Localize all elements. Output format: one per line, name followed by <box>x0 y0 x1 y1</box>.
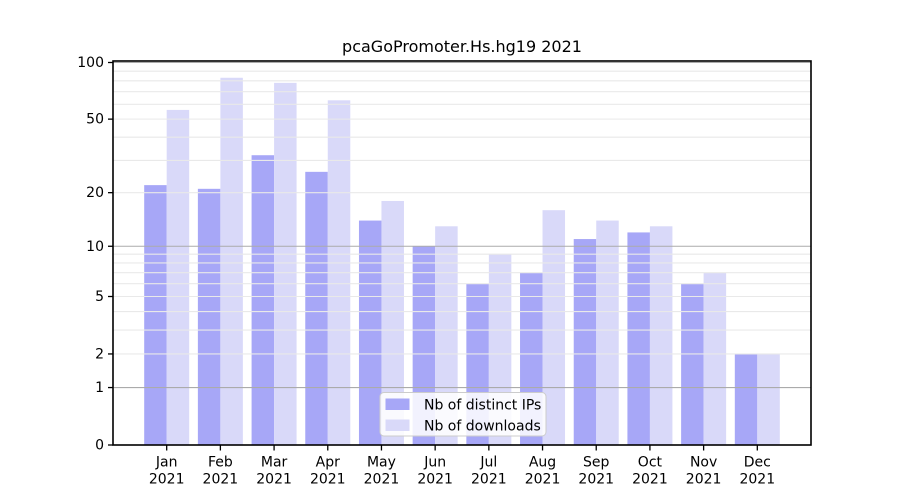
ticks-layer <box>108 61 758 451</box>
plot-border <box>112 60 812 446</box>
chart-title: pcaGoPromoter.Hs.hg19 2021 <box>342 37 582 56</box>
x-tick-label-month-mar: Mar <box>261 455 288 471</box>
x-tick-label-year-aug: 2021 <box>525 472 561 488</box>
y-tick-label-1: 1 <box>95 380 104 396</box>
x-tick-label-year-jan: 2021 <box>149 472 185 488</box>
x-tick-label-month-may: May <box>367 455 396 471</box>
bar-downloads-sep <box>596 220 619 445</box>
minor-gridlines-layer <box>113 70 811 355</box>
bar-downloads-nov <box>703 272 727 445</box>
bar-distinct-ips-dec <box>734 353 758 445</box>
x-tick-label-year-mar: 2021 <box>256 472 292 488</box>
bars-layer <box>144 77 780 446</box>
x-tick-label-month-feb: Feb <box>208 455 233 471</box>
x-tick-label-month-aug: Aug <box>529 455 556 471</box>
bar-distinct-ips-oct <box>627 232 650 445</box>
x-tick-label-year-feb: 2021 <box>203 472 239 488</box>
bar-downloads-dec <box>757 353 780 445</box>
x-tick-label-year-jun: 2021 <box>417 472 453 488</box>
legend: Nb of distinct IPs Nb of downloads <box>379 392 547 437</box>
y-tick-label-20: 20 <box>86 185 104 201</box>
x-tick-label-month-sep: Sep <box>583 455 610 471</box>
x-tick-label-year-dec: 2021 <box>739 472 775 488</box>
x-tick-label-year-jul: 2021 <box>471 472 507 488</box>
legend-label-distinct-ips: Nb of distinct IPs <box>424 398 541 414</box>
legend-label-downloads: Nb of downloads <box>424 419 541 435</box>
bar-distinct-ips-may <box>358 220 382 445</box>
x-tick-label-month-apr: Apr <box>316 455 340 471</box>
y-tick-label-2: 2 <box>95 346 104 362</box>
bar-distinct-ips-sep <box>573 239 597 445</box>
bar-downloads-jan <box>166 109 190 445</box>
bar-distinct-ips-nov <box>681 283 704 445</box>
bar-distinct-ips-apr <box>305 171 328 445</box>
bar-downloads-oct <box>649 226 673 445</box>
major-gridlines-layer <box>113 61 811 389</box>
y-tick-label-5: 5 <box>95 289 104 305</box>
legend-swatch-distinct-ips <box>385 398 410 410</box>
x-tick-label-month-oct: Oct <box>638 455 663 471</box>
x-tick-label-year-may: 2021 <box>364 472 400 488</box>
x-tick-label-month-jan: Jan <box>155 455 178 471</box>
bar-downloads-aug <box>542 210 566 445</box>
y-tick-label-100: 100 <box>77 55 104 71</box>
x-tick-label-month-jun: Jun <box>423 455 446 471</box>
x-tick-label-year-nov: 2021 <box>686 472 722 488</box>
y-tick-label-10: 10 <box>86 239 104 255</box>
bar-downloads-feb <box>220 77 243 445</box>
tick-labels-layer: 1005020105210Jan2021Feb2021Mar2021Apr202… <box>77 55 775 488</box>
bar-distinct-ips-jan <box>144 185 167 445</box>
bar-downloads-may <box>381 200 404 445</box>
x-tick-label-year-oct: 2021 <box>632 472 668 488</box>
x-tick-label-year-apr: 2021 <box>310 472 346 488</box>
x-tick-label-month-dec: Dec <box>744 455 771 471</box>
x-tick-label-month-nov: Nov <box>690 455 717 471</box>
x-tick-label-month-jul: Jul <box>479 455 497 471</box>
y-tick-label-0: 0 <box>95 438 104 454</box>
bar-distinct-ips-feb <box>197 188 221 445</box>
x-tick-label-year-sep: 2021 <box>578 472 614 488</box>
bar-downloads-jun <box>435 226 458 445</box>
legend-box <box>379 392 547 437</box>
bar-distinct-ips-mar <box>251 155 275 445</box>
y-tick-label-50: 50 <box>86 112 104 128</box>
legend-swatch-downloads <box>385 419 410 431</box>
